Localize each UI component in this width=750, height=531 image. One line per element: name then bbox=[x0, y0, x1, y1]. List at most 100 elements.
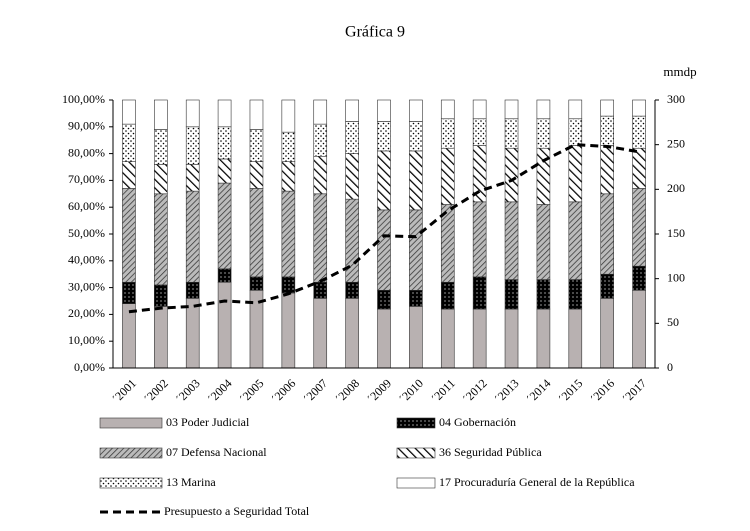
bar-segment bbox=[440, 99, 455, 120]
x-tick-label: ´2010 bbox=[396, 376, 426, 406]
bar-segment bbox=[377, 121, 391, 152]
bar-segment bbox=[122, 188, 136, 283]
bar-segment bbox=[281, 131, 296, 162]
bar-segment bbox=[345, 153, 359, 200]
bar-segment bbox=[217, 158, 232, 184]
bar-segment bbox=[345, 281, 359, 299]
bar-segment bbox=[281, 292, 296, 369]
bar-segment bbox=[377, 99, 391, 122]
bar-segment bbox=[185, 126, 200, 165]
legend-label: 07 Defensa Nacional bbox=[166, 445, 267, 459]
bar-segment bbox=[249, 129, 264, 162]
bar-segment bbox=[185, 190, 200, 283]
y2-tick-label: 200 bbox=[667, 181, 685, 195]
legend-label: 36 Seguridad Pública bbox=[439, 445, 542, 459]
y-tick-label: 60,00% bbox=[68, 199, 105, 213]
bar-segment bbox=[409, 209, 423, 291]
bar-segment bbox=[345, 121, 359, 154]
bar-segment bbox=[154, 284, 168, 307]
bar-segment bbox=[409, 150, 423, 211]
x-tick-label: ´2001 bbox=[109, 376, 139, 406]
y2-tick-label: 0 bbox=[667, 360, 673, 374]
bar-segment bbox=[472, 99, 487, 120]
x-tick-label: ´2007 bbox=[301, 376, 331, 406]
bar-segment bbox=[122, 123, 136, 162]
bar-segment bbox=[154, 164, 168, 195]
bar-segment bbox=[536, 147, 551, 205]
bar-segment bbox=[249, 99, 264, 130]
y-tick-label: 20,00% bbox=[68, 306, 105, 320]
bar-segment bbox=[632, 188, 646, 267]
bar-segment bbox=[440, 118, 455, 149]
bar-segment bbox=[632, 289, 646, 369]
line-series bbox=[128, 143, 640, 314]
bar-segment bbox=[568, 118, 583, 146]
bar-segment bbox=[249, 188, 264, 278]
bar-segment bbox=[472, 276, 487, 310]
legend-label: 17 Procuraduría General de la República bbox=[439, 475, 635, 489]
x-tick-label: ´2003 bbox=[173, 376, 203, 406]
bar-segment bbox=[185, 164, 200, 192]
y-tick-label: 90,00% bbox=[68, 119, 105, 133]
bar-segment bbox=[504, 147, 519, 203]
bar-segment bbox=[536, 118, 551, 149]
bar-segment bbox=[154, 129, 168, 165]
bar-segment bbox=[440, 281, 455, 310]
bar-segment bbox=[217, 126, 232, 160]
x-tick-label: ´2017 bbox=[619, 376, 649, 406]
bar-segment bbox=[185, 298, 200, 369]
legend-label: 13 Marina bbox=[166, 475, 216, 489]
legend-swatch bbox=[99, 477, 163, 489]
bar-segment bbox=[217, 268, 232, 283]
legend-swatch bbox=[99, 447, 163, 459]
bar-segment bbox=[154, 99, 168, 130]
chart-title: Gráfica 9 bbox=[345, 24, 405, 41]
bar-segment bbox=[345, 298, 359, 369]
bar-segment bbox=[568, 308, 583, 369]
legend-label: 04 Gobernación bbox=[439, 415, 516, 429]
x-tick-label: ´2013 bbox=[492, 376, 522, 406]
bar-segment bbox=[568, 99, 583, 120]
y-tick-label: 100,00% bbox=[62, 92, 105, 106]
y-tick-label: 50,00% bbox=[68, 226, 105, 240]
bar-segment bbox=[632, 265, 646, 291]
x-tick-label: ´2011 bbox=[428, 376, 457, 405]
y-tick-label: 30,00% bbox=[68, 279, 105, 293]
bar-segment bbox=[217, 99, 232, 128]
bar-segment bbox=[600, 145, 614, 195]
bar-segment bbox=[345, 99, 359, 122]
bar-segment bbox=[185, 99, 200, 128]
bar-segment bbox=[122, 161, 136, 189]
y2-tick-label: 100 bbox=[667, 270, 685, 284]
bar-segment bbox=[504, 99, 519, 120]
bar-segment bbox=[313, 193, 328, 283]
bar-segment bbox=[217, 281, 232, 369]
bar-segment bbox=[600, 193, 614, 275]
bar-segment bbox=[600, 298, 614, 369]
y-tick-label: 40,00% bbox=[68, 253, 105, 267]
bar-segment bbox=[536, 99, 551, 120]
bar-segment bbox=[504, 118, 519, 149]
x-tick-label: ´2005 bbox=[237, 376, 267, 406]
bar-segment bbox=[536, 204, 551, 280]
bar-segment bbox=[313, 155, 328, 195]
bar-segment bbox=[632, 115, 646, 149]
bar-segment bbox=[568, 145, 583, 203]
bar-segment bbox=[313, 123, 328, 157]
bar-segment bbox=[600, 273, 614, 299]
bar-segment bbox=[249, 161, 264, 189]
bar-segment bbox=[472, 308, 487, 369]
bar-segment bbox=[345, 198, 359, 283]
bar-segment bbox=[185, 281, 200, 299]
bar-segment bbox=[377, 150, 391, 211]
bar-segment bbox=[632, 99, 646, 117]
bar-segment bbox=[472, 118, 487, 146]
y-tick-label: 80,00% bbox=[68, 145, 105, 159]
y2-tick-label: 50 bbox=[667, 315, 679, 329]
x-tick-label: ´2012 bbox=[460, 376, 490, 406]
bar-segment bbox=[409, 121, 423, 152]
bar-segment bbox=[504, 201, 519, 280]
x-tick-label: ´2002 bbox=[141, 376, 171, 406]
bar-segment bbox=[632, 147, 646, 189]
